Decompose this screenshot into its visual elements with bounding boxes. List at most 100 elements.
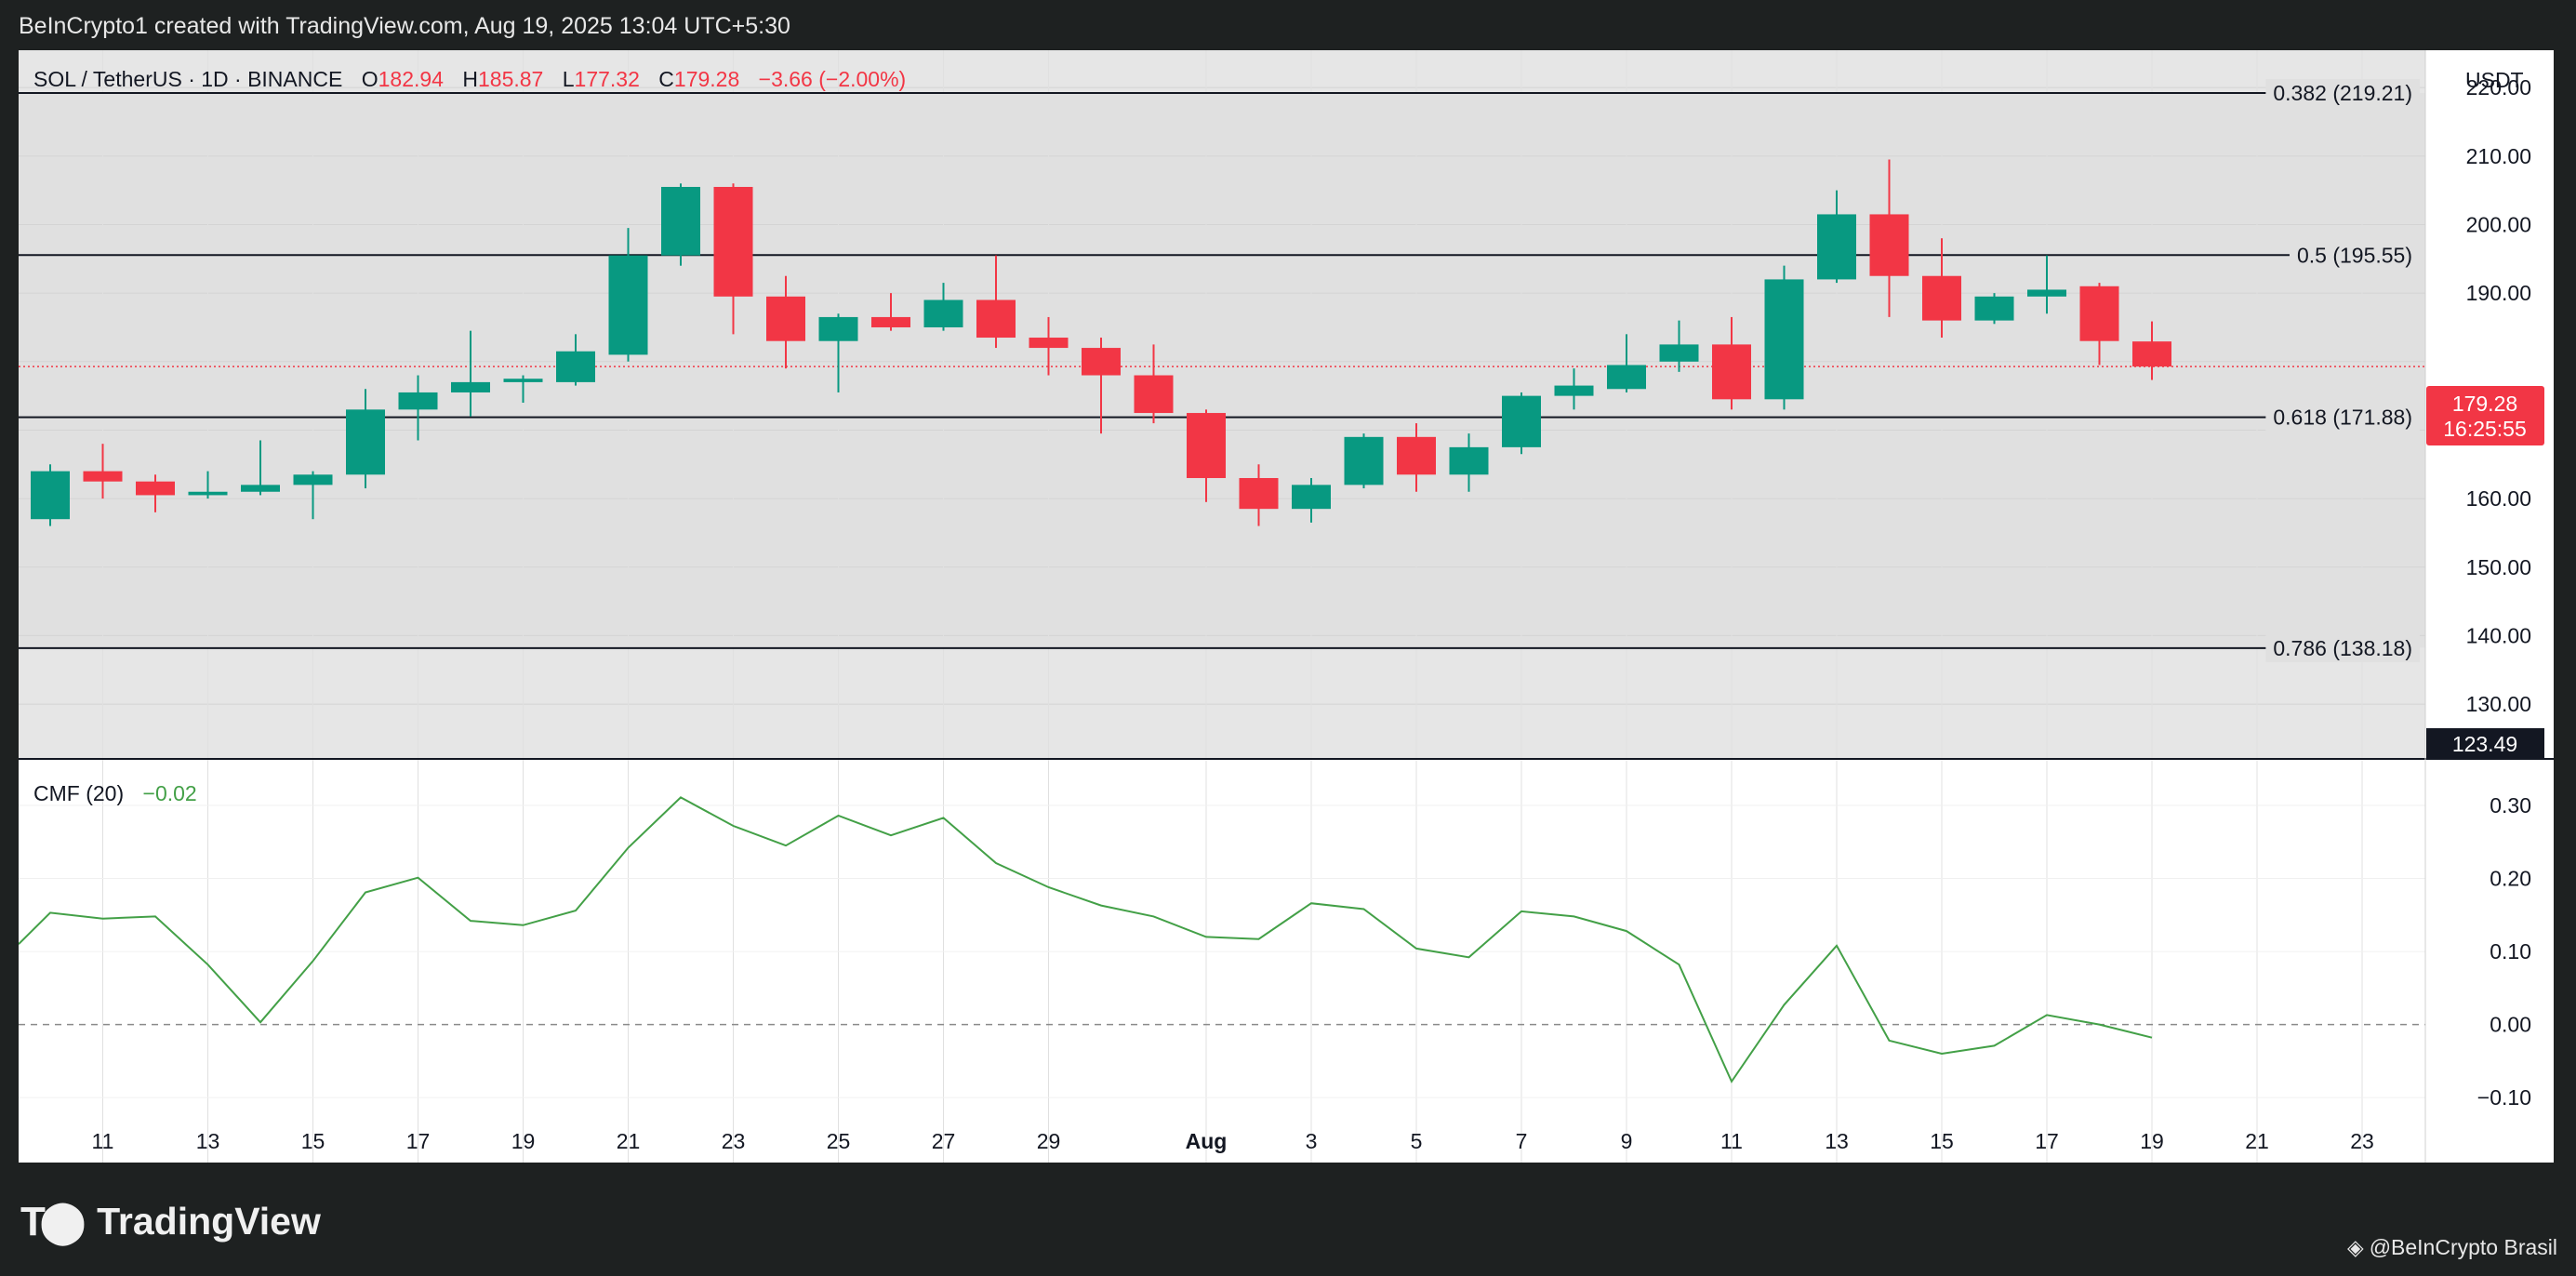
last-price-value: 179.28 [2452,392,2517,416]
candle-body [451,381,490,392]
time-tick-label: 13 [196,1129,220,1153]
price-tick-label: 200.00 [2466,212,2531,236]
cmf-label: CMF (20) [33,781,124,805]
time-tick-label: 19 [511,1129,536,1153]
candle-body [976,299,1016,339]
upper-background [19,50,2425,93]
chart-frame[interactable]: 0.382 (219.21) 0.5 (195.55) 0.618 (171.88)… [18,50,2554,1163]
time-tick-label: 15 [301,1129,325,1153]
candle-body [1712,344,1751,400]
cmf-tick-label: 0.00 [2490,1013,2531,1037]
time-tick-label: 13 [1825,1129,1849,1153]
time-tick-label: 21 [2245,1129,2269,1153]
candle-body [31,471,70,520]
fib-level-label: 0.618 (171.88) [2273,405,2412,430]
time-tick-label: 23 [2350,1129,2374,1153]
fib-label-background [2265,633,2420,662]
candle-body [1974,296,2014,321]
candle-body [1607,365,1646,390]
candle-body [661,186,700,256]
candle-body [503,379,543,382]
candle-body [1082,348,1121,376]
candle-body [1292,485,1331,510]
price-tick-label: 220.00 [2466,75,2531,100]
candle-body [1134,375,1174,414]
candle-body [293,474,333,485]
candle-body [608,255,648,355]
time-tick-label: 7 [1516,1129,1528,1153]
cmf-line [18,796,2153,1083]
time-tick-label: 15 [1930,1129,1954,1153]
fib-level-label: 0.382 (219.21) [2273,81,2412,105]
candle-body [83,471,123,482]
credit: ◈ @BeInCrypto Brasil [2347,1235,2557,1260]
fib-label-background [2265,403,2420,432]
change-value: −3.66 (−2.00%) [759,67,907,91]
candle-body [188,491,228,496]
candlestick-series [31,159,2171,526]
cmf-tick-label: −0.10 [2477,1085,2531,1110]
candle-body [1344,436,1384,485]
candle-body [241,485,280,492]
candle-body [818,316,858,341]
candle-body [766,296,805,341]
candle-body [398,392,438,410]
time-tick-label: 25 [827,1129,851,1153]
credit-text: @BeInCrypto Brasil [2369,1235,2557,1259]
fib-band-background [19,93,2425,648]
candle-body [2132,341,2171,367]
candle-body [1449,446,1489,475]
cmf-tick-label: 0.20 [2490,867,2531,891]
axis-tags: USDT 179.28 16:25:55 123.49 [2426,68,2544,758]
logo-text: TradingView [97,1199,321,1243]
fib-label-background [2289,241,2420,270]
cmf-series [18,796,2425,1083]
trading-chart[interactable]: 0.382 (219.21) 0.5 (195.55) 0.618 (171.88)… [18,50,2554,1163]
cmf-tick-label: 0.10 [2490,939,2531,964]
candle-body [1397,436,1436,475]
price-background [19,50,2425,759]
svg-text:SOL / TetherUS · 1D · BINANCE: SOL / TetherUS · 1D · BINANCE O182.94 H1… [33,67,906,91]
candle-body [346,409,385,475]
axes: 130.00 140.00 150.00 160.00 17 0.00 190.00 200.… [19,50,2554,1163]
close-value: 179.28 [674,67,739,91]
open-label: O [362,67,378,91]
candle-body [2027,289,2066,297]
candle-body [1029,338,1069,349]
high-value: 185.87 [478,67,543,91]
tradingview-logo[interactable]: T⬤ TradingView [20,1198,321,1244]
lower-background [19,647,2425,759]
candle-body [556,351,595,382]
attribution-text: BeInCrypto1 created with TradingView.com… [19,13,790,39]
candle-body [713,186,753,297]
diamond-icon: ◈ [2346,1235,2364,1259]
close-label: C [658,67,674,91]
open-value: 182.94 [378,67,445,91]
cmf-value: −0.02 [143,781,197,805]
candle-body [1239,478,1279,510]
time-tick-label: 17 [2035,1129,2059,1153]
time-tick-label: 11 [1720,1129,1743,1153]
candle-body [1869,214,1909,276]
low-label: L [563,67,575,91]
high-label: H [462,67,478,91]
low-value: 177.32 [575,67,640,91]
candle-body [1817,214,1856,280]
symbol-label: SOL / TetherUS · 1D · BINANCE [33,67,342,91]
low-price-tag [2426,728,2544,758]
fib-level-label: 0.5 (195.55) [2297,243,2412,267]
low-price-value: 123.49 [2452,732,2517,756]
candle-body [2079,286,2119,341]
time-tick-label: 5 [1411,1129,1423,1153]
time-tick-label: 27 [932,1129,956,1153]
time-tick-label: 3 [1306,1129,1318,1153]
price-tick-label: 130.00 [2466,692,2531,716]
last-price-tag [2426,386,2544,445]
time-tick-label: 19 [2140,1129,2164,1153]
currency-label: USDT [2465,68,2524,92]
price-tick-label: 160.00 [2466,486,2531,511]
price-tick-label: 150.00 [2466,555,2531,579]
fib-label-background [2265,79,2420,107]
time-tick-label: 29 [1037,1129,1061,1153]
candle-body [1502,395,1541,447]
